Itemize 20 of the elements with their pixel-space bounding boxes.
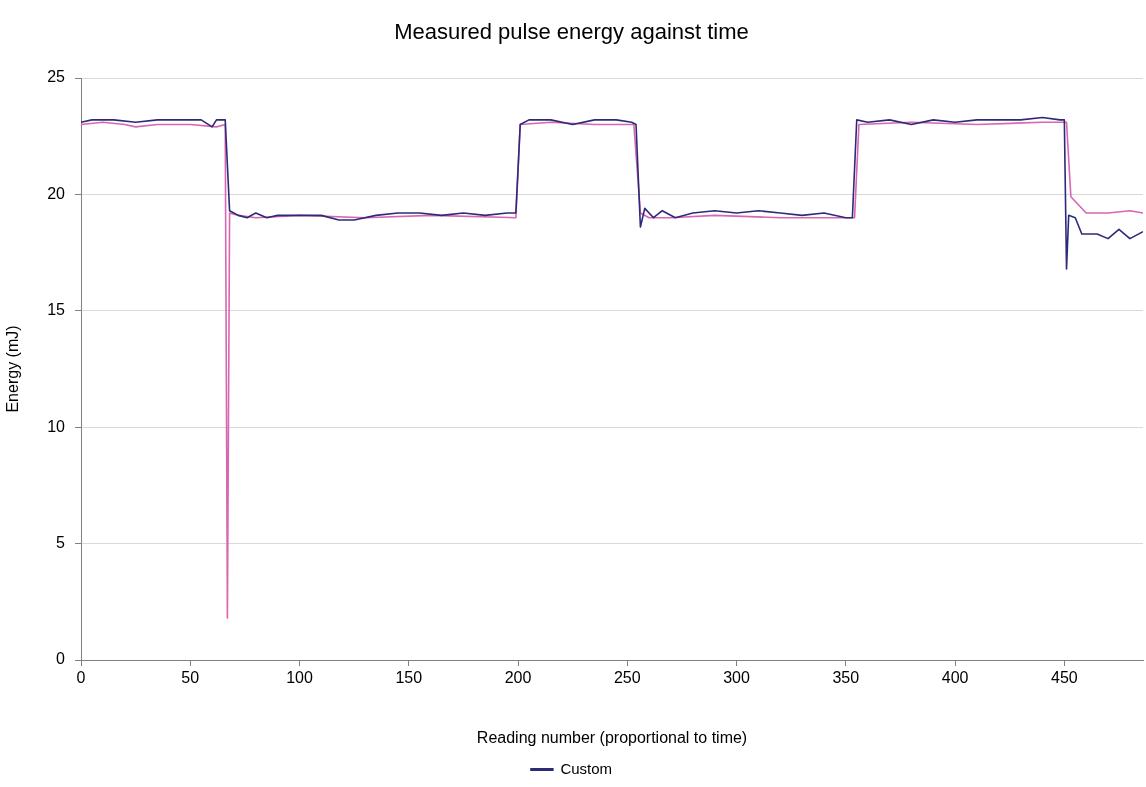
- x-tick-label: 100: [286, 669, 313, 687]
- y-tick-label: 10: [47, 417, 66, 435]
- x-tick-label: 300: [723, 669, 750, 687]
- x-tick-label: 350: [832, 669, 860, 687]
- y-axis-title: Energy (mJ): [4, 325, 22, 413]
- y-tick-label: 5: [56, 534, 66, 552]
- y-tick-label: 15: [47, 301, 66, 319]
- chart-title: Measured pulse energy against time: [394, 19, 749, 45]
- x-tick-label: 200: [504, 669, 532, 687]
- x-axis-title: Reading number (proportional to time): [476, 728, 748, 746]
- y-tick-label: 25: [47, 68, 66, 86]
- x-tick-label: 450: [1050, 669, 1078, 687]
- y-tick-label: 20: [47, 184, 66, 202]
- x-tick-label: 250: [613, 669, 641, 687]
- x-tick-label: 0: [76, 669, 86, 687]
- x-tick-label: 50: [181, 669, 200, 687]
- legend-label: Custom: [560, 759, 613, 777]
- x-tick-label: 400: [941, 669, 969, 687]
- x-tick-label: 150: [395, 669, 423, 687]
- y-tick-label: 0: [56, 650, 66, 668]
